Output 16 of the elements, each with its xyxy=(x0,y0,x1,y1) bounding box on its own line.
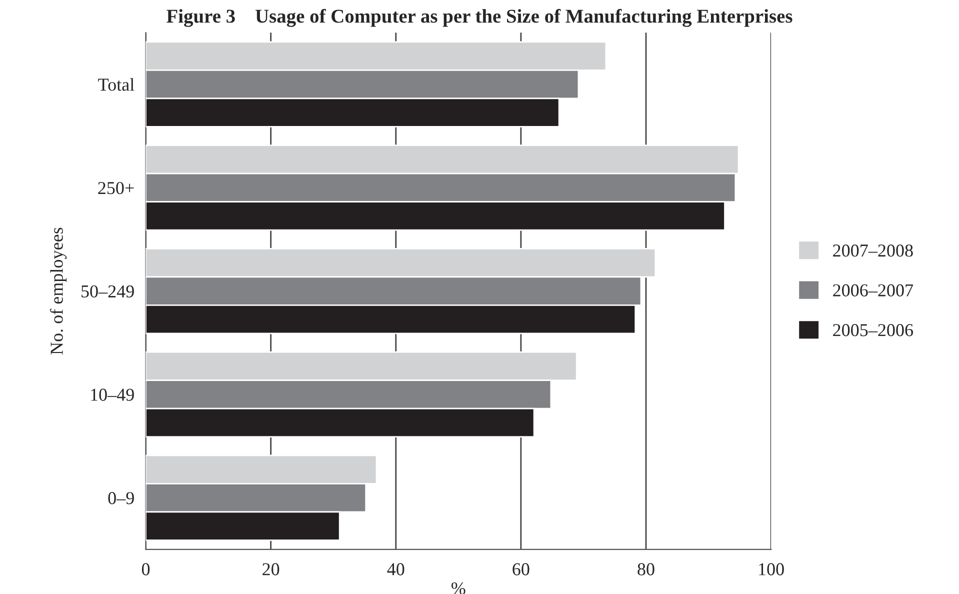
y-axis-title: No. of employees xyxy=(50,228,67,354)
legend-label: 2005–2006 xyxy=(833,324,913,336)
y-tick-label: 250+ xyxy=(98,182,134,194)
y-tick-label: 10–49 xyxy=(91,388,134,401)
x-tick-label: 100 xyxy=(759,563,784,576)
x-tick-label: 20 xyxy=(262,563,280,576)
x-tick-label: 40 xyxy=(387,563,404,576)
y-tick-label: 50–249 xyxy=(82,285,134,298)
x-tick-label: 80 xyxy=(638,563,654,576)
y-tick-label: Total xyxy=(98,78,134,91)
chart-title: Figure 3 Usage of Computer as per the Size of Manufacturing Enterprises xyxy=(166,8,792,27)
x-tick-label: 0 xyxy=(142,563,150,576)
y-tick-label: 0–9 xyxy=(108,492,134,504)
legend-label: 2007–2008 xyxy=(833,244,913,257)
x-tick-label: 60 xyxy=(512,563,530,576)
legend-label: 2006–2007 xyxy=(833,284,914,296)
